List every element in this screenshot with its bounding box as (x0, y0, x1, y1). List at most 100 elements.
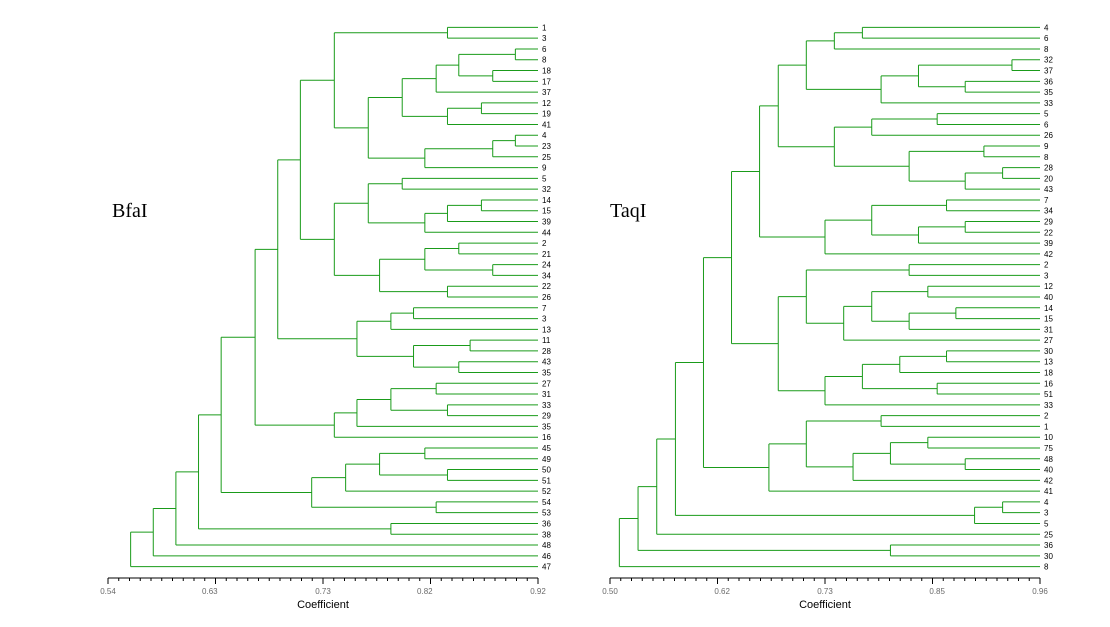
leaf-label: 19 (542, 110, 551, 119)
leaf-label: 33 (1044, 401, 1053, 410)
leaf-label: 3 (1044, 509, 1049, 518)
leaf-label: 36 (1044, 77, 1053, 86)
leaf-label: 48 (1044, 455, 1053, 464)
leaf-label: 18 (1044, 368, 1053, 377)
leaf-label: 36 (542, 519, 551, 528)
x-tick-label: 0.73 (315, 587, 331, 596)
leaf-label: 48 (542, 541, 551, 550)
leaf-label: 51 (542, 476, 551, 485)
leaf-label: 20 (1044, 174, 1053, 183)
leaf-label: 21 (542, 250, 551, 259)
leaf-label: 4 (1044, 498, 1049, 507)
leaf-label: 10 (1044, 433, 1053, 442)
leaf-label: 7 (1044, 196, 1049, 205)
leaf-label: 35 (542, 368, 551, 377)
leaf-label: 8 (1044, 153, 1049, 162)
leaf-label: 17 (542, 77, 551, 86)
leaf-label: 8 (542, 56, 547, 65)
leaf-label: 23 (542, 142, 551, 151)
leaf-label: 47 (542, 563, 551, 572)
leaf-label: 31 (542, 390, 551, 399)
leaf-label: 30 (1044, 552, 1053, 561)
leaf-label: 33 (1044, 99, 1053, 108)
leaf-label: 38 (542, 530, 551, 539)
x-tick-label: 0.96 (1032, 587, 1048, 596)
leaf-label: 52 (542, 487, 551, 496)
leaf-label: 16 (542, 433, 551, 442)
leaf-label: 44 (542, 228, 551, 237)
leaf-label: 53 (542, 509, 551, 518)
leaf-label: 34 (542, 271, 551, 280)
leaf-label: 75 (1044, 444, 1053, 453)
x-tick-label: 0.50 (602, 587, 618, 596)
leaf-label: 51 (1044, 390, 1053, 399)
panel-title-bfai: BfaI (112, 200, 148, 223)
panel-title-taqi: TaqI (610, 200, 646, 223)
x-tick-label: 0.73 (817, 587, 833, 596)
leaf-label: 25 (542, 153, 551, 162)
leaf-label: 2 (1044, 261, 1049, 270)
leaf-label: 54 (542, 498, 551, 507)
leaf-label: 8 (1044, 45, 1049, 54)
leaf-label: 25 (1044, 530, 1053, 539)
leaf-label: 35 (1044, 88, 1053, 97)
leaf-label: 50 (542, 466, 551, 475)
leaf-label: 2 (542, 239, 547, 248)
leaf-label: 42 (1044, 476, 1053, 485)
leaf-label: 18 (542, 67, 551, 76)
leaf-label: 5 (1044, 519, 1049, 528)
leaf-label: 35 (542, 422, 551, 431)
leaf-label: 3 (542, 34, 547, 43)
leaf-label: 1 (542, 23, 547, 32)
leaf-label: 11 (542, 336, 551, 345)
leaf-label: 6 (1044, 34, 1049, 43)
leaf-label: 29 (542, 412, 551, 421)
x-tick-label: 0.54 (100, 587, 116, 596)
leaf-label: 40 (1044, 466, 1053, 475)
leaf-label: 46 (542, 552, 551, 561)
leaf-label: 9 (542, 164, 547, 173)
leaf-label: 7 (542, 304, 547, 313)
x-tick-label: 0.62 (714, 587, 730, 596)
leaf-label: 41 (1044, 487, 1053, 496)
x-tick-label: 0.82 (417, 587, 433, 596)
leaf-label: 31 (1044, 325, 1053, 334)
dendrogram-panel-taqi: 4683237363533562698282043734292239422312… (570, 12, 1060, 612)
leaf-label: 12 (542, 99, 551, 108)
leaf-label: 30 (1044, 347, 1053, 356)
leaf-label: 4 (1044, 23, 1049, 32)
leaf-label: 40 (1044, 293, 1053, 302)
leaf-label: 6 (1044, 120, 1049, 129)
leaf-label: 15 (542, 207, 551, 216)
leaf-label: 14 (542, 196, 551, 205)
leaf-label: 33 (542, 401, 551, 410)
dendrogram-panel-bfai: 1368181737121941423259532141539442212434… (68, 12, 558, 612)
leaf-label: 43 (542, 358, 551, 367)
leaf-label: 16 (1044, 379, 1053, 388)
leaf-label: 49 (542, 455, 551, 464)
leaf-label: 37 (542, 88, 551, 97)
leaf-label: 22 (1044, 228, 1053, 237)
x-tick-label: 0.63 (202, 587, 218, 596)
leaf-label: 28 (542, 347, 551, 356)
leaf-label: 5 (1044, 110, 1049, 119)
leaf-label: 45 (542, 444, 551, 453)
leaf-label: 41 (542, 120, 551, 129)
leaf-label: 43 (1044, 185, 1053, 194)
leaf-label: 14 (1044, 304, 1053, 313)
leaf-label: 32 (542, 185, 551, 194)
leaf-label: 27 (542, 379, 551, 388)
leaf-label: 26 (542, 293, 551, 302)
leaf-label: 39 (1044, 239, 1053, 248)
leaf-label: 26 (1044, 131, 1053, 140)
leaf-label: 32 (1044, 56, 1053, 65)
x-tick-label: 0.85 (929, 587, 945, 596)
leaf-label: 6 (542, 45, 547, 54)
leaf-label: 12 (1044, 282, 1053, 291)
leaf-label: 15 (1044, 315, 1053, 324)
leaf-label: 27 (1044, 336, 1053, 345)
leaf-label: 42 (1044, 250, 1053, 259)
leaf-label: 22 (542, 282, 551, 291)
leaf-label: 28 (1044, 164, 1053, 173)
leaf-label: 37 (1044, 67, 1053, 76)
